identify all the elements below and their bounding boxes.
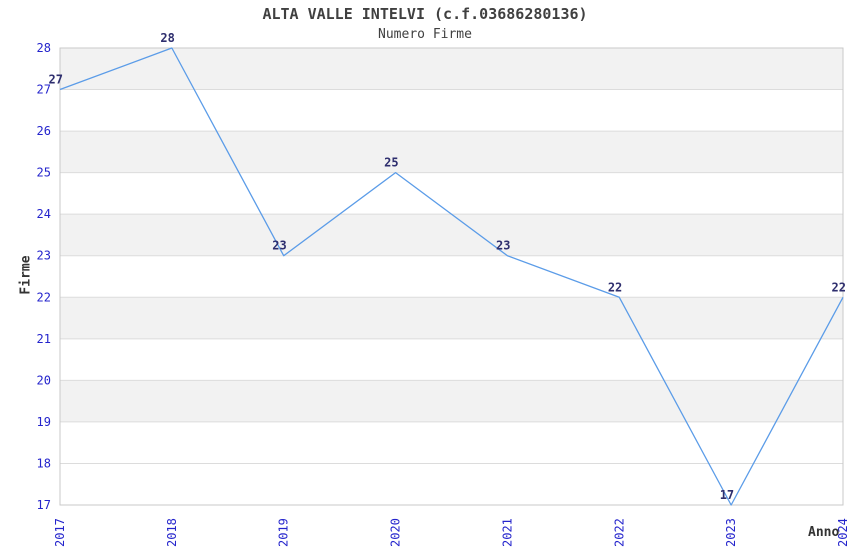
y-tick-label: 19 xyxy=(37,415,51,429)
x-tick-label: 2020 xyxy=(389,518,403,547)
x-tick-label: 2023 xyxy=(724,518,738,547)
x-axis-title: Anno xyxy=(808,525,840,540)
data-label: 22 xyxy=(608,280,622,294)
series-line xyxy=(59,47,844,506)
grid-band xyxy=(60,48,843,90)
grid-band xyxy=(60,380,843,422)
y-tick-label: 18 xyxy=(37,456,51,470)
x-tick-label: 2021 xyxy=(500,518,514,547)
data-label: 25 xyxy=(384,156,398,170)
grid-band xyxy=(60,131,843,173)
y-tick-label: 23 xyxy=(37,249,51,263)
data-label: 27 xyxy=(49,73,63,87)
y-tick-label: 21 xyxy=(37,332,51,346)
y-tick-label: 24 xyxy=(37,207,51,221)
chart-title: ALTA VALLE INTELVI (c.f.03686280136) xyxy=(262,5,588,23)
y-axis-title: Firme xyxy=(18,255,34,295)
x-tick-label: 2017 xyxy=(53,518,67,547)
data-label: 17 xyxy=(720,488,734,502)
data-label: 22 xyxy=(832,280,846,294)
y-tick-label: 27 xyxy=(37,83,51,97)
data-label: 28 xyxy=(160,31,174,45)
y-tick-label: 25 xyxy=(37,166,51,180)
chart-subtitle: Numero Firme xyxy=(378,27,472,42)
x-tick-label: 2022 xyxy=(612,518,626,547)
y-tick-label: 28 xyxy=(37,41,51,55)
y-tick-label: 22 xyxy=(37,290,51,304)
data-label: 23 xyxy=(496,239,510,253)
data-label: 23 xyxy=(272,239,286,253)
grid-band xyxy=(60,297,843,339)
x-tick-label: 2018 xyxy=(165,518,179,547)
x-tick-label: 2024 xyxy=(836,518,850,547)
plot-border xyxy=(59,47,844,506)
y-tick-label: 17 xyxy=(37,498,51,512)
grid-band xyxy=(60,214,843,256)
y-tick-label: 26 xyxy=(37,124,51,138)
y-tick-label: 20 xyxy=(37,373,51,387)
x-tick-label: 2019 xyxy=(277,518,291,547)
